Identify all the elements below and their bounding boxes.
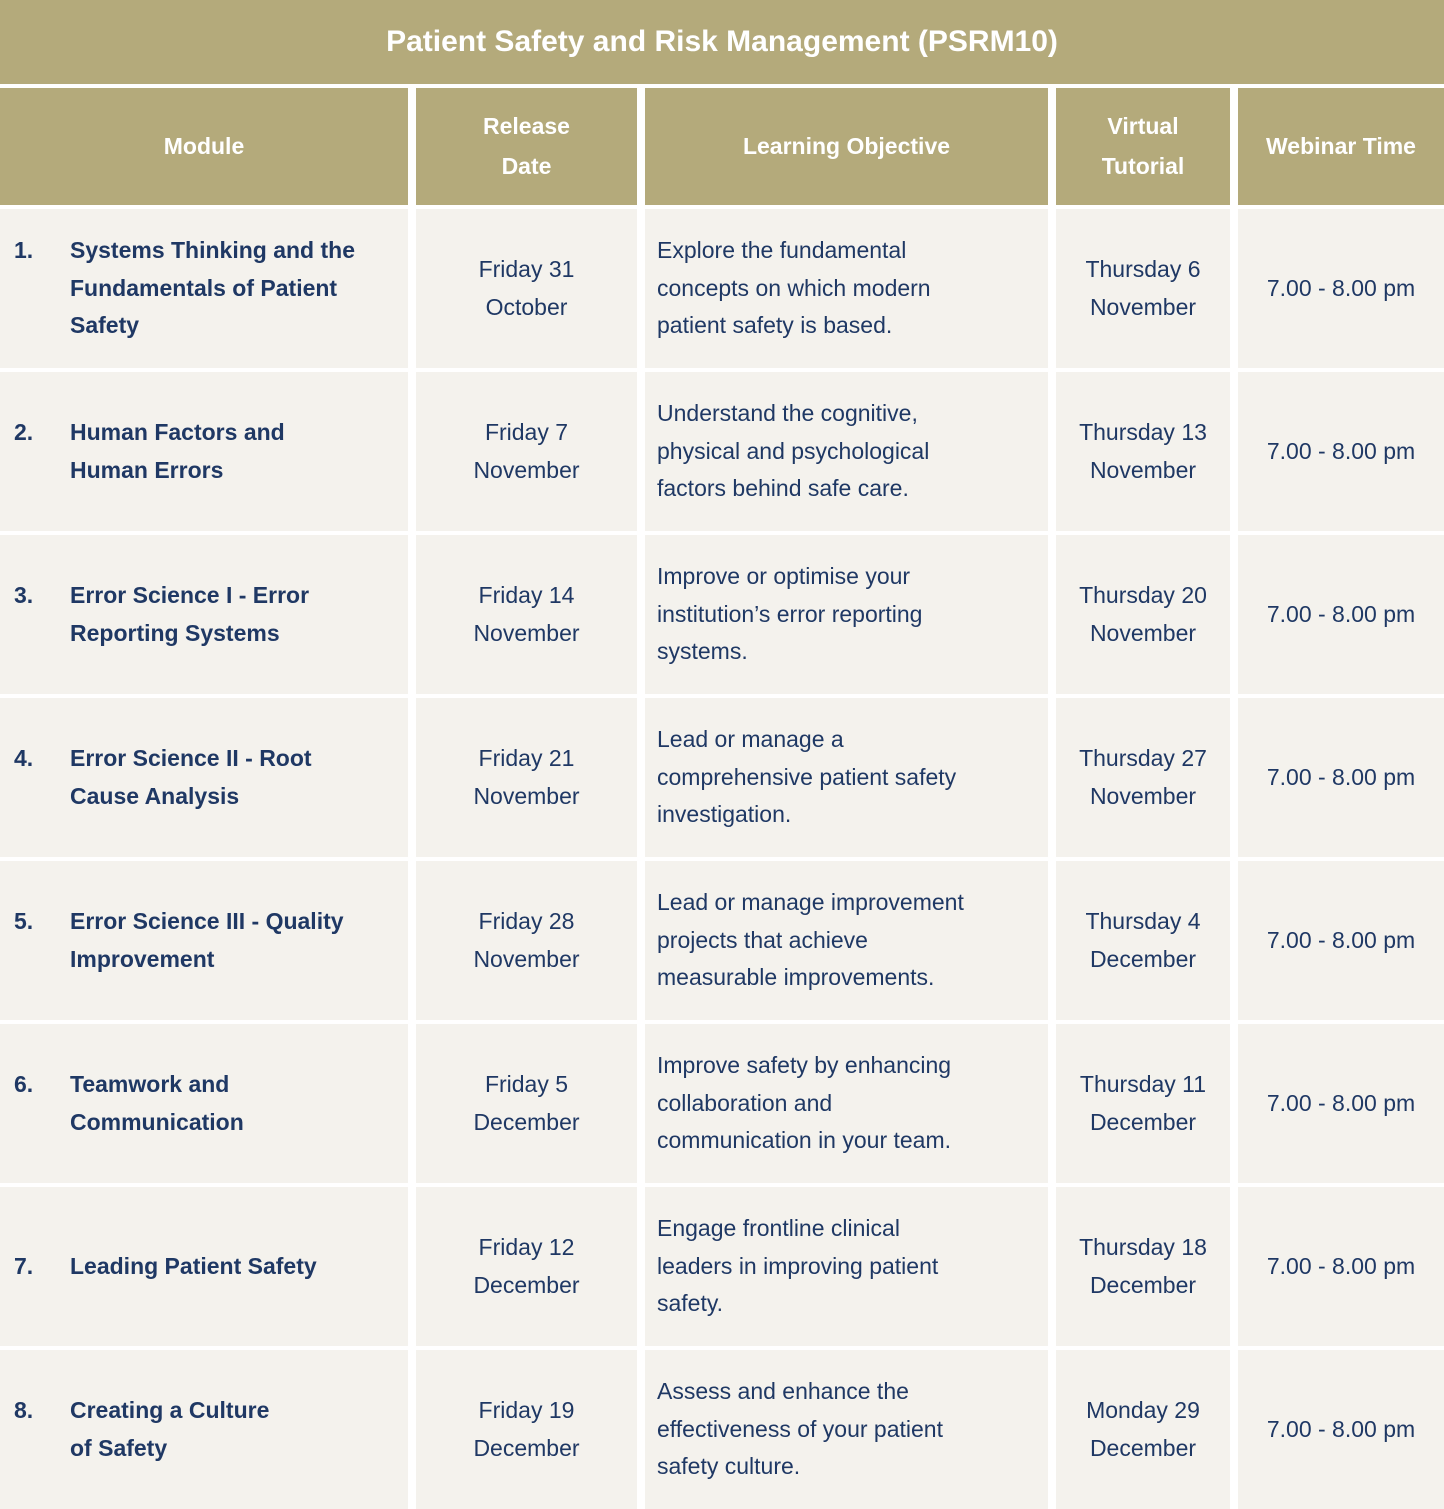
column-header-virtual-tutorial: Virtual Tutorial: [1056, 88, 1230, 205]
module-title: Systems Thinking and the Fundamentals of…: [70, 236, 355, 339]
release-date-cell: Friday 12 December: [416, 1187, 637, 1346]
module-cell: 6. Teamwork and Communication: [0, 1024, 408, 1183]
module-number: 6.: [14, 1070, 34, 1097]
learning-objective-cell: Improve safety by enhancing collaboratio…: [645, 1024, 1048, 1183]
module-inner: 7. Leading Patient Safety: [0, 1248, 398, 1286]
module-cell: 8. Creating a Culture of Safety: [0, 1350, 408, 1509]
module-cell: 7. Leading Patient Safety: [0, 1187, 408, 1346]
release-date-cell: Friday 7 November: [416, 372, 637, 531]
webinar-time-cell: 7.00 - 8.00 pm: [1238, 535, 1444, 694]
module-number: 7.: [14, 1252, 34, 1279]
module-title: Human Factors and Human Errors: [70, 418, 285, 483]
virtual-tutorial-cell: Thursday 4 December: [1056, 861, 1230, 1020]
module-cell: 5. Error Science III - Quality Improveme…: [0, 861, 408, 1020]
module-title: Error Science I - Error Reporting System…: [70, 581, 310, 646]
release-date-cell: Friday 28 November: [416, 861, 637, 1020]
column-header-learning-objective: Learning Objective: [645, 88, 1048, 205]
virtual-tutorial-cell: Thursday 6 November: [1056, 209, 1230, 368]
module-inner: 4. Error Science II - Root Cause Analysi…: [0, 740, 398, 815]
module-title: Error Science II - Root Cause Analysis: [70, 744, 312, 809]
learning-objective-cell: Lead or manage a comprehensive patient s…: [645, 698, 1048, 857]
module-inner: 5. Error Science III - Quality Improveme…: [0, 903, 398, 978]
module-inner: 3. Error Science I - Error Reporting Sys…: [0, 577, 398, 652]
virtual-tutorial-cell: Thursday 18 December: [1056, 1187, 1230, 1346]
page-title: Patient Safety and Risk Management (PSRM…: [0, 0, 1444, 84]
learning-objective-cell: Lead or manage improvement projects that…: [645, 861, 1048, 1020]
learning-objective-cell: Improve or optimise your institution’s e…: [645, 535, 1048, 694]
module-inner: 6. Teamwork and Communication: [0, 1066, 398, 1141]
webinar-time-cell: 7.00 - 8.00 pm: [1238, 698, 1444, 857]
release-date-cell: Friday 21 November: [416, 698, 637, 857]
module-cell: 1. Systems Thinking and the Fundamentals…: [0, 209, 408, 368]
learning-objective-cell: Assess and enhance the effectiveness of …: [645, 1350, 1048, 1509]
virtual-tutorial-cell: Thursday 11 December: [1056, 1024, 1230, 1183]
module-number: 4.: [14, 744, 34, 771]
module-inner: 8. Creating a Culture of Safety: [0, 1392, 398, 1467]
module-title: Creating a Culture of Safety: [70, 1396, 270, 1461]
release-date-cell: Friday 5 December: [416, 1024, 637, 1183]
module-title: Error Science III - Quality Improvement: [70, 907, 344, 972]
module-number: 2.: [14, 418, 34, 445]
learning-objective-cell: Engage frontline clinical leaders in imp…: [645, 1187, 1048, 1346]
webinar-time-cell: 7.00 - 8.00 pm: [1238, 372, 1444, 531]
module-number: 5.: [14, 907, 34, 934]
release-date-cell: Friday 31 October: [416, 209, 637, 368]
webinar-time-cell: 7.00 - 8.00 pm: [1238, 1350, 1444, 1509]
module-title: Teamwork and Communication: [70, 1070, 244, 1135]
module-number: 8.: [14, 1396, 34, 1423]
column-header-release-date: Release Date: [416, 88, 637, 205]
virtual-tutorial-cell: Thursday 13 November: [1056, 372, 1230, 531]
column-header-webinar-time: Webinar Time: [1238, 88, 1444, 205]
virtual-tutorial-cell: Thursday 27 November: [1056, 698, 1230, 857]
module-number: 3.: [14, 581, 34, 608]
webinar-time-cell: 7.00 - 8.00 pm: [1238, 1187, 1444, 1346]
webinar-time-cell: 7.00 - 8.00 pm: [1238, 209, 1444, 368]
module-title: Leading Patient Safety: [70, 1252, 317, 1279]
module-cell: 2. Human Factors and Human Errors: [0, 372, 408, 531]
release-date-cell: Friday 19 December: [416, 1350, 637, 1509]
learning-objective-cell: Explore the fundamental concepts on whic…: [645, 209, 1048, 368]
module-cell: 4. Error Science II - Root Cause Analysi…: [0, 698, 408, 857]
webinar-time-cell: 7.00 - 8.00 pm: [1238, 861, 1444, 1020]
column-header-module: Module: [0, 88, 408, 205]
virtual-tutorial-cell: Thursday 20 November: [1056, 535, 1230, 694]
release-date-cell: Friday 14 November: [416, 535, 637, 694]
webinar-time-cell: 7.00 - 8.00 pm: [1238, 1024, 1444, 1183]
learning-objective-cell: Understand the cognitive, physical and p…: [645, 372, 1048, 531]
module-number: 1.: [14, 236, 34, 263]
module-inner: 2. Human Factors and Human Errors: [0, 414, 398, 489]
module-inner: 1. Systems Thinking and the Fundamentals…: [0, 232, 398, 345]
module-cell: 3. Error Science I - Error Reporting Sys…: [0, 535, 408, 694]
virtual-tutorial-cell: Monday 29 December: [1056, 1350, 1230, 1509]
